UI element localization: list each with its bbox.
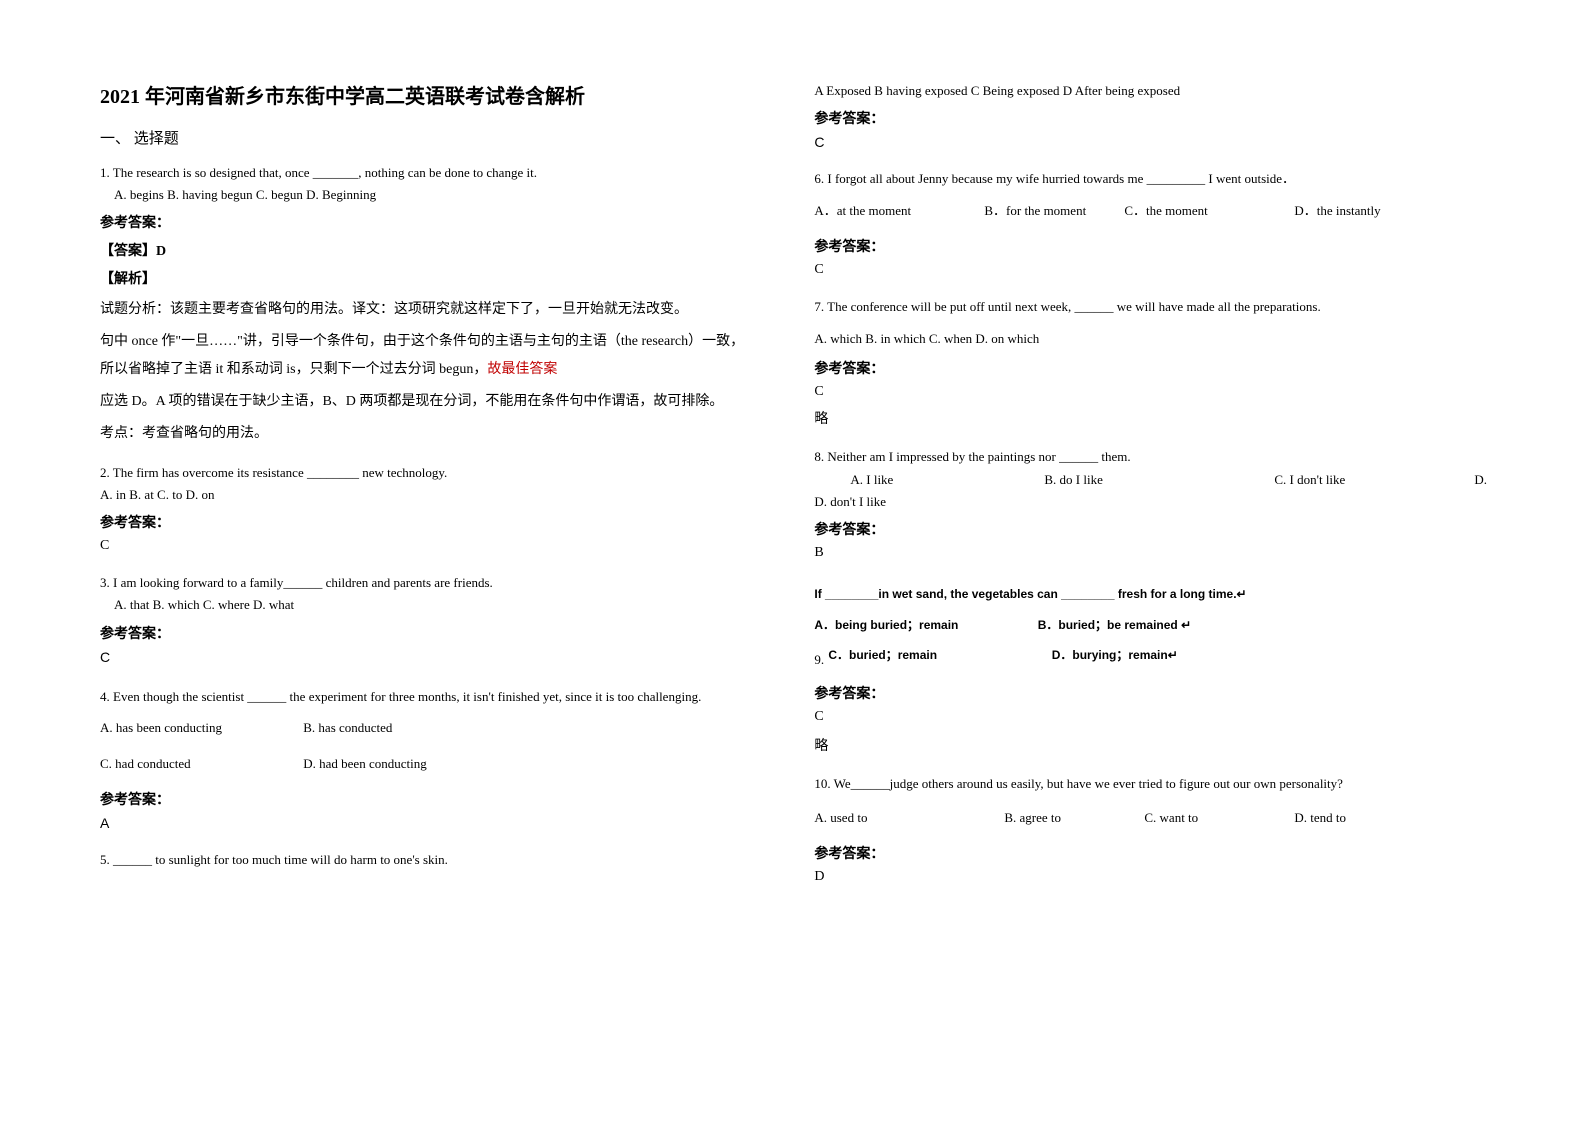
q1-analysis-1: 试题分析：该题主要考查省略句的用法。译文：这项研究就这样定下了，一旦开始就无法改…: [100, 296, 754, 324]
q4-optD: D. had been conducting: [303, 756, 426, 771]
q10-optB: B. agree to: [1004, 807, 1144, 829]
q1-a2-highlight: 故最佳答案: [487, 362, 557, 377]
q9-optD: D．burying；remain↵: [1052, 644, 1178, 667]
q6-text: 6. I forgot all about Jenny because my w…: [814, 168, 1487, 190]
q3-text: 3. I am looking forward to a family_____…: [100, 572, 754, 594]
q1-a2-part1: 句中 once 作"一旦……"讲，引导一个条件句，由于这个条件句的主语与主句的主…: [100, 334, 744, 377]
q9-number: 9.: [814, 649, 828, 671]
question-4: 4. Even though the scientist ______ the …: [100, 683, 754, 840]
q6-options: A．at the moment B．for the moment C．the m…: [814, 200, 1487, 222]
q8-optD: D. don't I like: [814, 491, 1487, 513]
q1-analysis-3: 应选 D。A 项的错误在于缺少主语，B、D 两项都是现在分词，不能用在条件句中作…: [100, 388, 754, 416]
q9-omit: 略: [814, 735, 1487, 755]
q2-text: 2. The firm has overcome its resistance …: [100, 462, 754, 484]
q8-optC: C. I don't like: [1274, 469, 1474, 491]
q5-text: 5. ______ to sunlight for too much time …: [100, 849, 754, 871]
question-5: 5. ______ to sunlight for too much time …: [100, 849, 754, 871]
q8-answer: B: [814, 545, 1487, 561]
q6-optC: C．the moment: [1124, 200, 1294, 222]
q8-options: A. I like B. do I like C. I don't like D…: [814, 469, 1487, 491]
question-8: 8. Neither am I impressed by the paintin…: [814, 446, 1487, 568]
q10-options: A. used to B. agree to C. want to D. ten…: [814, 807, 1487, 829]
q9-row2-wrap: 9. C．buried；remain D．burying；remain↵: [814, 640, 1487, 671]
answer-label: 参考答案：: [814, 108, 1487, 128]
q7-text: 7. The conference will be put off until …: [814, 296, 1487, 318]
q8-text: 8. Neither am I impressed by the paintin…: [814, 446, 1487, 468]
q3-answer: C: [100, 649, 754, 665]
q7-omit: 略: [814, 408, 1487, 428]
answer-label: 参考答案：: [814, 236, 1487, 256]
q8-optA: A. I like: [814, 469, 1044, 491]
question-5-cont: A Exposed B having exposed C Being expos…: [814, 80, 1487, 158]
q4-optC: C. had conducted: [100, 753, 300, 775]
q4-text: 4. Even though the scientist ______ the …: [100, 683, 754, 712]
q1-analysis-4: 考点：考查省略句的用法。: [100, 420, 754, 448]
answer-label: 参考答案：: [814, 358, 1487, 378]
q9-optB: B．buried；be remained ↵: [1038, 614, 1191, 637]
q10-optD: D. tend to: [1294, 807, 1346, 829]
q9-options-row1: A．being buried；remain B．buried；be remain…: [814, 610, 1487, 641]
q4-optA: A. has been conducting: [100, 717, 300, 739]
answer-label: 参考答案：: [100, 623, 754, 643]
page-title: 2021 年河南省新乡市东街中学高二英语联考试卷含解析: [100, 80, 754, 109]
answer-label: 参考答案：: [814, 683, 1487, 703]
answer-label: 参考答案：: [100, 212, 754, 232]
q2-answer: C: [100, 538, 754, 554]
left-column: 2021 年河南省新乡市东街中学高二英语联考试卷含解析 一、 选择题 1. Th…: [100, 80, 754, 1042]
q8-optB: B. do I like: [1044, 469, 1274, 491]
q3-options: A. that B. which C. where D. what: [100, 594, 754, 616]
q4-optB: B. has conducted: [303, 720, 392, 735]
q4-answer: A: [100, 815, 754, 831]
section-header: 一、 选择题: [100, 127, 754, 148]
q5-options: A Exposed B having exposed C Being expos…: [814, 80, 1487, 102]
q6-optB: B．for the moment: [984, 200, 1124, 222]
q7-options: A. which B. in which C. when D. on which: [814, 328, 1487, 350]
question-3: 3. I am looking forward to a family_____…: [100, 572, 754, 672]
q9-stem: If ________in wet sand, the vegetables c…: [814, 579, 1487, 610]
question-1: 1. The research is so designed that, onc…: [100, 162, 754, 452]
q1-options: A. begins B. having begun C. begun D. Be…: [100, 184, 754, 206]
q10-optA: A. used to: [814, 807, 1004, 829]
question-9: If ________in wet sand, the vegetables c…: [814, 579, 1487, 763]
q10-optC: C. want to: [1144, 807, 1294, 829]
right-column: A Exposed B having exposed C Being expos…: [814, 80, 1487, 1042]
q4-options-row1: A. has been conducting B. has conducted: [100, 717, 754, 739]
answer-label: 参考答案：: [100, 512, 754, 532]
q10-answer: D: [814, 869, 1487, 885]
q2-options: A. in B. at C. to D. on: [100, 484, 754, 506]
q9-optC: C．buried；remain: [828, 644, 1048, 667]
question-10: 10. We______judge others around us easil…: [814, 773, 1487, 893]
question-2: 2. The firm has overcome its resistance …: [100, 462, 754, 562]
q5-answer: C: [814, 134, 1487, 150]
q6-optD: D．the instantly: [1294, 200, 1380, 222]
q10-text: 10. We______judge others around us easil…: [814, 773, 1487, 795]
question-6: 6. I forgot all about Jenny because my w…: [814, 168, 1487, 286]
answer-label: 参考答案：: [814, 519, 1487, 539]
q4-options-row2: C. had conducted D. had been conducting: [100, 753, 754, 775]
analysis-label: 【解析】: [100, 268, 754, 288]
q8-optD-marker: D.: [1474, 469, 1487, 491]
q1-text: 1. The research is so designed that, onc…: [100, 162, 754, 184]
q6-optA: A．at the moment: [814, 200, 984, 222]
q9-options-row2: C．buried；remain D．burying；remain↵: [828, 640, 1487, 671]
q9-answer: C: [814, 709, 1487, 725]
q6-answer: C: [814, 262, 1487, 278]
q7-answer: C: [814, 384, 1487, 400]
answer-label: 参考答案：: [814, 843, 1487, 863]
q1-answer: 【答案】D: [100, 240, 754, 260]
q1-analysis-2: 句中 once 作"一旦……"讲，引导一个条件句，由于这个条件句的主语与主句的主…: [100, 328, 754, 384]
question-7: 7. The conference will be put off until …: [814, 296, 1487, 436]
answer-label: 参考答案：: [100, 789, 754, 809]
q9-optA: A．being buried；remain: [814, 614, 1034, 637]
